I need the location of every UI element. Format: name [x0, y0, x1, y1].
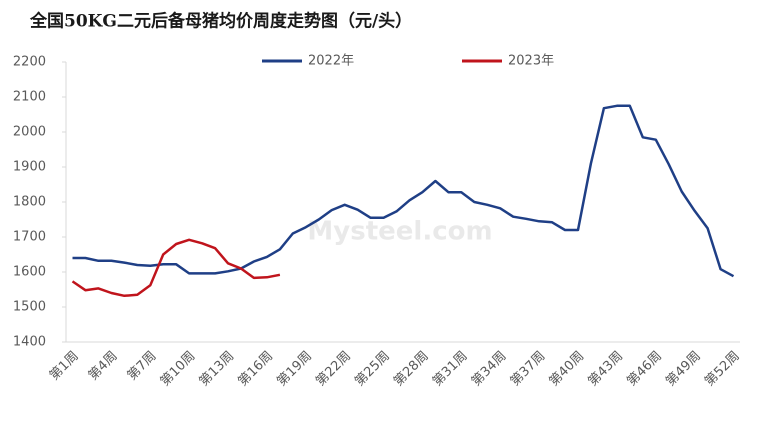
y-tick-label: 1900 [13, 160, 46, 175]
x-tick-label: 第7周 [125, 349, 160, 384]
x-tick-label: 第37周 [508, 349, 549, 390]
y-tick-label: 1400 [13, 335, 46, 350]
y-tick-label: 1700 [13, 230, 46, 245]
chart-title: 全国50KG二元后备母猪均价周度走势图（元/头） [29, 11, 412, 32]
y-tick-label: 1600 [13, 265, 46, 280]
x-tick-label: 第49周 [663, 349, 704, 390]
x-tick-label: 第22周 [313, 349, 354, 390]
x-tick-label: 第43周 [585, 349, 626, 390]
x-tick-label: 第46周 [624, 349, 665, 390]
x-tick-label: 第31周 [430, 349, 471, 390]
watermark: Mysteel.com [307, 217, 492, 247]
x-tick-label: 第52周 [702, 349, 743, 390]
x-tick-label: 第4周 [86, 349, 121, 384]
x-tick-label: 第13周 [197, 349, 238, 390]
x-tick-label: 第28周 [391, 349, 432, 390]
y-tick-label: 1800 [13, 195, 46, 210]
legend-label: 2023年 [508, 54, 554, 69]
y-tick-label: 2100 [13, 90, 46, 105]
x-tick-label: 第10周 [158, 349, 199, 390]
y-tick-label: 1500 [13, 300, 46, 315]
series-line [72, 104, 735, 278]
series-line [71, 238, 281, 298]
x-tick-label: 第16周 [236, 349, 277, 390]
x-tick-label: 第1周 [47, 349, 82, 384]
legend-label: 2022年 [308, 54, 354, 69]
y-tick-label: 2200 [13, 55, 46, 70]
x-tick-label: 第34周 [469, 349, 510, 390]
x-tick-label: 第40周 [547, 349, 588, 390]
x-tick-label: 第19周 [274, 349, 315, 390]
y-tick-label: 2000 [13, 125, 46, 140]
x-tick-label: 第25周 [352, 349, 393, 390]
